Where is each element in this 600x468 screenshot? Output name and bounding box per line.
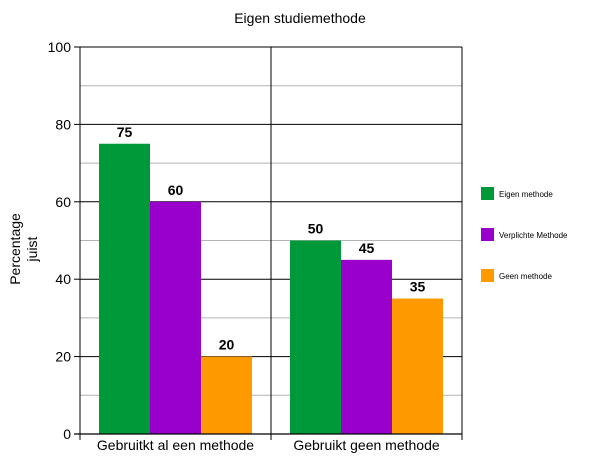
bar [99,143,150,434]
legend-swatch [481,269,494,282]
bar [392,298,443,434]
data-label: 20 [219,337,235,353]
axes: 0 20 40 60 80 100 Gebruitkt al een methode Gebr… [48,39,463,453]
y-tick-label: 100 [48,39,72,55]
bar [201,356,252,434]
legend-swatch [481,228,494,241]
bar [150,201,201,434]
x-tick-label: Gebruitkt al een methode [97,437,254,453]
y-axis-label-line-2: juist [24,236,40,262]
data-label: 50 [308,221,324,237]
y-tick-label: 20 [55,349,71,365]
data-label: 45 [359,240,375,256]
legend-label: Geen methode [499,272,552,281]
data-label: 75 [117,124,133,140]
y-tick-label: 40 [55,271,71,287]
y-tick-label: 0 [63,426,71,442]
legend-label: Verplichte Methode [499,231,568,240]
y-tick-label: 60 [55,194,71,210]
y-tick-label: 80 [55,116,71,132]
legend: Eigen methode Verplichte Methode Geen meth… [481,187,568,282]
bars: 75 60 20 50 45 35 [99,124,443,434]
data-label: 60 [168,182,184,198]
bar [290,240,341,434]
x-tick-label: Gebruikt geen methode [293,437,440,453]
legend-swatch [481,187,494,200]
legend-label: Eigen methode [499,190,553,199]
y-axis-label-line-1: Percentage [7,213,23,285]
chart-title: Eigen studiemethode [234,10,366,26]
data-label: 35 [410,279,426,295]
bar [341,259,392,434]
